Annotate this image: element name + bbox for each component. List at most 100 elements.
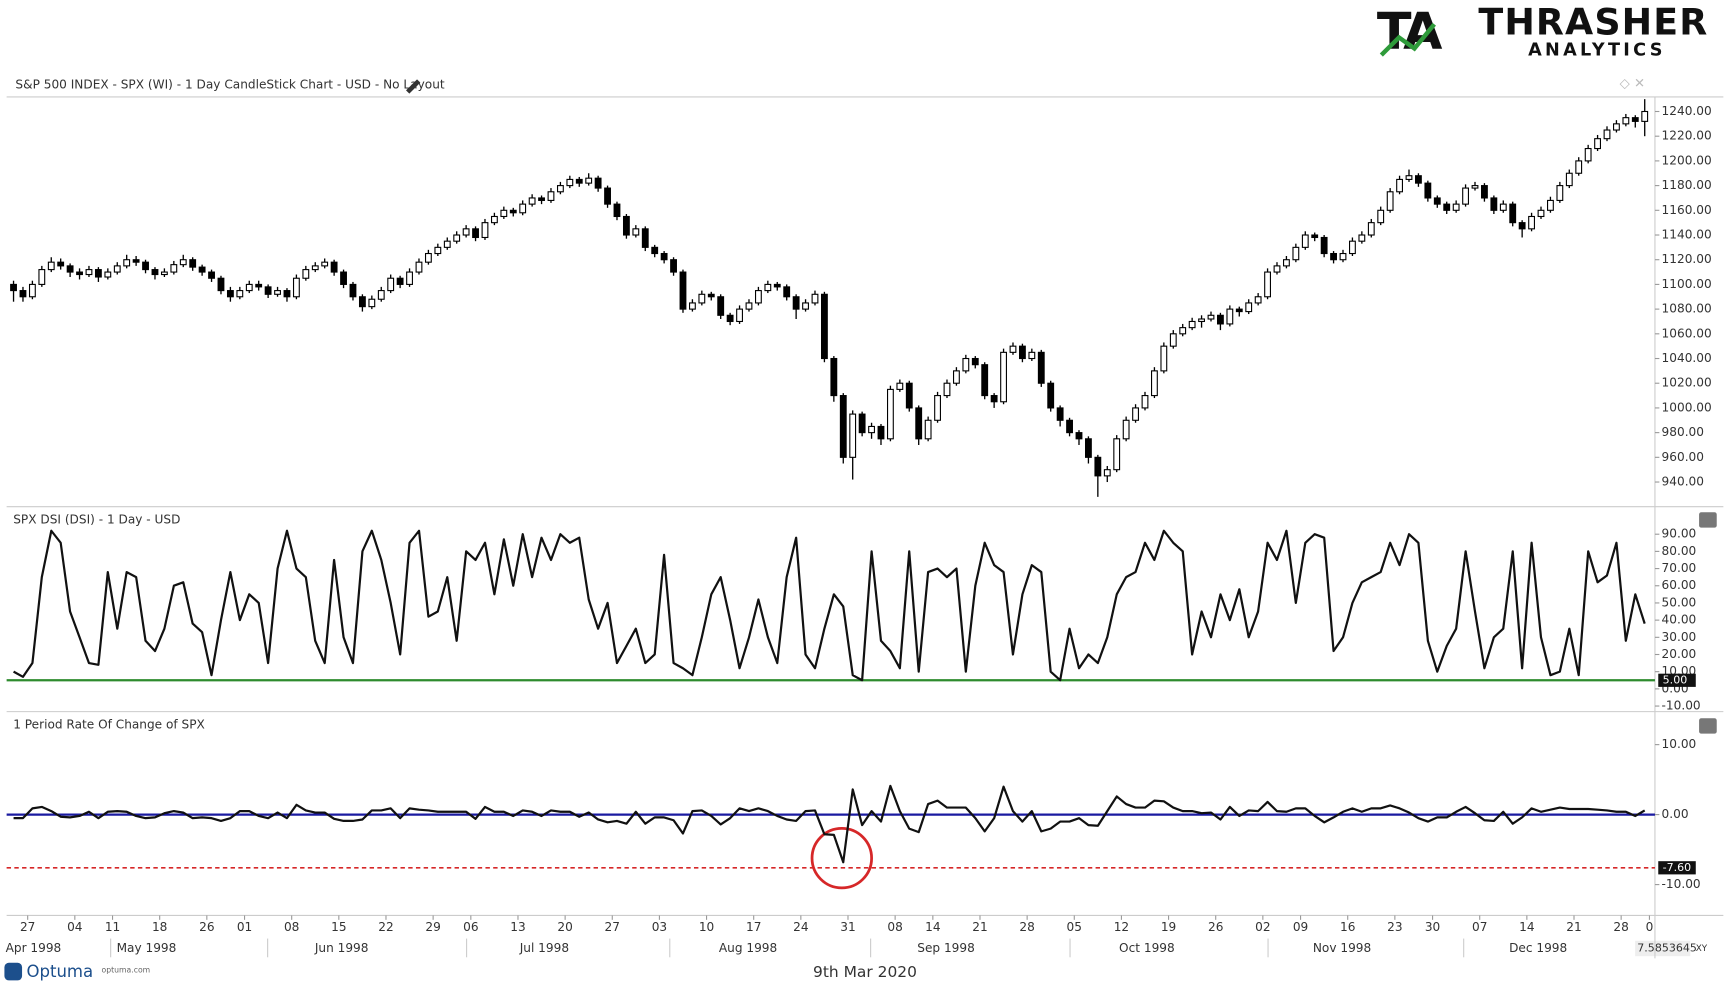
cursor-box: [1635, 940, 1691, 957]
candle-body: [368, 298, 376, 308]
y-tick-label: 10.00: [1662, 737, 1697, 751]
candle-body: [189, 259, 197, 268]
candle-body: [1179, 327, 1187, 335]
x-tick-label: 30: [1425, 920, 1440, 934]
month-label: Apr 1998: [6, 941, 62, 955]
candle-body: [292, 277, 300, 298]
x-tick-label: 02: [1255, 920, 1270, 934]
y-tick-label: 1100.00: [1662, 277, 1712, 291]
candle-body: [575, 178, 583, 184]
candle-body: [1556, 185, 1564, 201]
candle-body: [886, 388, 894, 440]
candle-body: [754, 290, 762, 304]
candle-body: [1367, 222, 1375, 236]
candle-body: [585, 177, 593, 184]
candle-body: [377, 290, 385, 300]
candle-body: [94, 269, 102, 278]
window-controls[interactable]: ◇ ✕: [1620, 77, 1645, 92]
candle-body: [406, 271, 413, 285]
candle-body: [1160, 345, 1168, 372]
x-tick-label: 17: [746, 920, 761, 934]
x-tick-label: 29: [425, 920, 440, 934]
candle-body: [57, 261, 65, 267]
y-tick-label: 40.00: [1662, 613, 1697, 627]
candle-body: [358, 296, 366, 308]
y-tick-label: 60.00: [1662, 578, 1697, 592]
candle-body: [698, 293, 706, 304]
footer-brand: Optuma: [26, 962, 93, 981]
candle-body: [736, 308, 743, 323]
candle-body: [858, 413, 866, 434]
month-label: Jun 1998: [314, 941, 369, 955]
y-tick-label: 30.00: [1662, 630, 1697, 644]
y-tick-label: 1240.00: [1662, 104, 1712, 118]
x-tick-label: 26: [1208, 920, 1223, 934]
x-tick-label: 08: [284, 920, 299, 934]
candle-body: [811, 293, 819, 304]
candle-body: [1631, 117, 1639, 122]
candle-body: [490, 215, 498, 224]
x-tick-label: 28: [1613, 920, 1628, 934]
candle-body: [566, 178, 574, 187]
y-tick-label: 1140.00: [1662, 228, 1712, 242]
candle-body: [1113, 438, 1121, 471]
candle-body: [1094, 456, 1102, 477]
x-tick-label: 14: [925, 920, 941, 934]
x-tick-label: 26: [199, 920, 214, 934]
candle-body: [1198, 318, 1205, 323]
candle-body: [934, 395, 941, 421]
candle-body: [1471, 185, 1479, 189]
candle-body: [1386, 191, 1394, 211]
candle-body: [556, 185, 564, 193]
logo-tagline: ANALYTICS: [1528, 41, 1666, 61]
x-tick-label: 19: [1161, 920, 1176, 934]
candle-body: [1622, 117, 1630, 125]
candle-body: [1377, 209, 1385, 224]
mode-label[interactable]: XY: [1696, 944, 1708, 954]
candle-body: [1443, 203, 1451, 211]
candle-body: [745, 302, 753, 310]
candle-body: [264, 286, 272, 295]
y-tick-label: 1000.00: [1662, 400, 1712, 414]
candle-body: [1499, 203, 1507, 211]
candle-body: [349, 283, 357, 298]
line-series: [13, 784, 1646, 864]
candle-body: [1528, 215, 1535, 230]
logo-arrow: [1379, 22, 1436, 57]
candle-body: [1462, 187, 1469, 205]
candle-body: [519, 203, 527, 214]
y-tick-label: 1120.00: [1662, 252, 1712, 266]
candle-body: [1264, 271, 1271, 298]
x-tick-label: 21: [972, 920, 987, 934]
candle-body: [198, 266, 206, 273]
candle-body: [85, 269, 93, 276]
y-tick-label: 1200.00: [1662, 153, 1712, 167]
candle-body: [415, 261, 423, 273]
y-tick-label: 50.00: [1662, 595, 1697, 609]
candle-body: [1349, 240, 1356, 255]
candle-body: [462, 228, 470, 236]
candle-body: [321, 261, 329, 267]
candle-body: [1433, 197, 1441, 205]
candle-body: [1565, 172, 1573, 187]
lock-icon[interactable]: [1699, 718, 1717, 734]
candle-body: [66, 265, 74, 273]
candle-body: [1226, 308, 1234, 325]
candle-body: [424, 252, 432, 263]
candle-body: [236, 290, 244, 298]
candle-body: [1047, 382, 1055, 409]
candle-body: [1245, 302, 1253, 313]
month-label: Oct 1998: [1119, 941, 1175, 955]
x-tick-label: 27: [20, 920, 35, 934]
candle-body: [1085, 438, 1092, 458]
candle-body: [1509, 203, 1517, 224]
edit-icon[interactable]: [406, 79, 421, 94]
lock-icon[interactable]: [1699, 512, 1717, 528]
x-tick-label: 13: [510, 920, 525, 934]
y-tick-label: 1160.00: [1662, 203, 1712, 217]
x-tick-label: 16: [1340, 920, 1355, 934]
candle-body: [981, 364, 989, 397]
candle-body: [1452, 203, 1460, 211]
candle-body: [632, 228, 640, 236]
candle-body: [773, 283, 781, 288]
